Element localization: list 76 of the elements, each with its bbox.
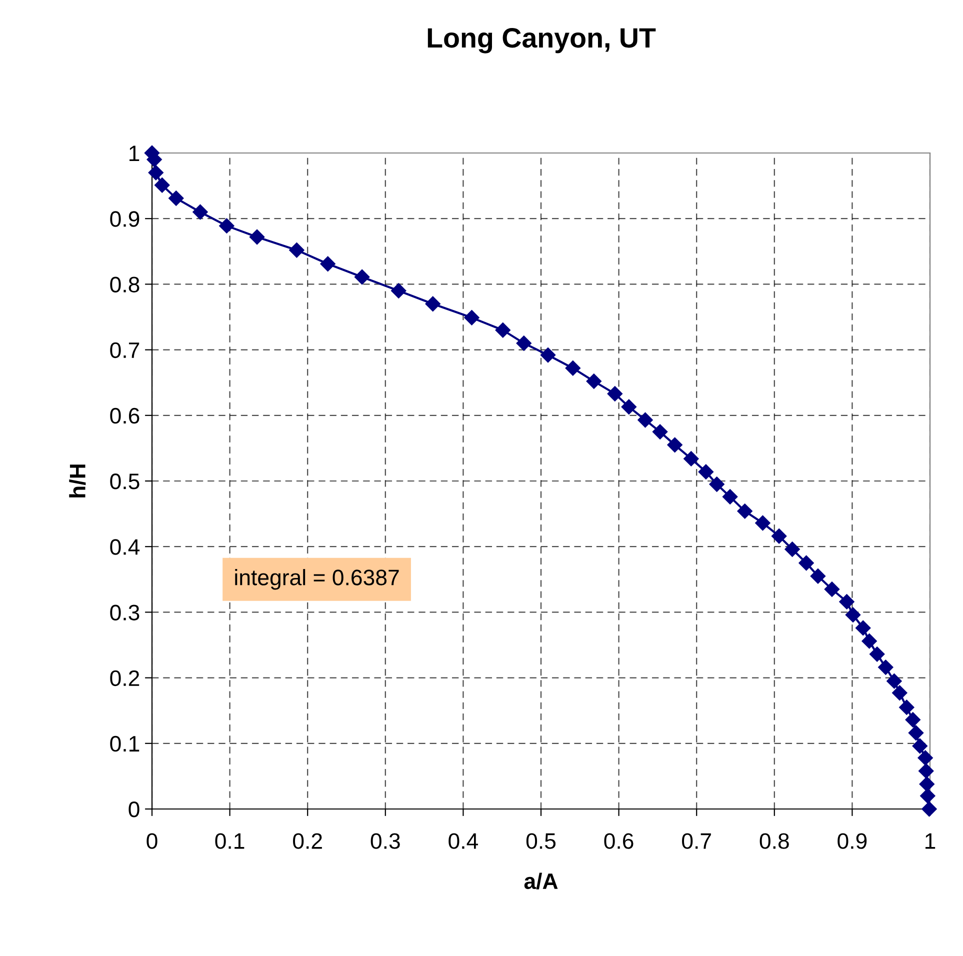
point: [391, 283, 406, 298]
point: [684, 451, 699, 466]
point: [824, 582, 840, 597]
chart-title: Long Canyon, UT: [428, 28, 656, 54]
point: [737, 504, 752, 519]
point: [698, 464, 714, 480]
point: [638, 412, 653, 428]
y-tick-label: 0.2: [110, 670, 140, 686]
y-tick-label: 0.5: [110, 474, 140, 490]
y-axis-title: h/H: [69, 464, 86, 498]
point: [516, 336, 532, 351]
point: [912, 738, 928, 754]
point: [755, 515, 770, 531]
point: [586, 374, 602, 389]
x-tick-label: 0.6: [604, 833, 634, 849]
point: [908, 725, 924, 740]
point: [621, 399, 636, 414]
point: [219, 218, 234, 234]
point: [905, 712, 920, 728]
point: [709, 476, 724, 492]
point: [856, 620, 871, 636]
x-tick-label: 0.5: [526, 833, 556, 849]
point: [464, 310, 480, 326]
x-tick-label: 0.3: [370, 833, 400, 849]
point: [607, 386, 622, 402]
y-tick-label: 0: [128, 802, 140, 818]
point: [320, 256, 336, 272]
y-tick-label: 0.1: [110, 736, 140, 752]
point: [810, 568, 826, 584]
point: [148, 165, 164, 180]
point: [772, 528, 787, 544]
annotation: integral = 0.6387: [235, 569, 399, 590]
y-tick-label: 0.7: [110, 342, 140, 358]
point: [845, 607, 861, 622]
y-tick-label: 1: [130, 146, 140, 162]
point: [168, 190, 184, 206]
point: [899, 700, 914, 715]
x-tick-label: 0.7: [682, 833, 711, 849]
point: [425, 296, 440, 312]
x-tick-label: 0.2: [293, 833, 322, 849]
point: [249, 229, 265, 245]
point: [870, 646, 885, 662]
point: [784, 542, 800, 557]
point: [918, 750, 933, 766]
point: [540, 347, 556, 363]
point: [839, 594, 854, 610]
y-tick-label: 0.8: [110, 276, 140, 292]
point: [862, 633, 877, 649]
x-tick-label: 1: [926, 833, 936, 849]
y-tick-label: 0.6: [110, 408, 140, 424]
point: [920, 788, 936, 804]
point: [878, 660, 894, 675]
point: [892, 685, 908, 700]
point: [667, 437, 682, 452]
point: [354, 269, 370, 285]
y-tick-label: 0.9: [110, 211, 140, 227]
point: [652, 424, 668, 440]
x-axis-title: a/A: [524, 872, 558, 890]
point: [154, 178, 170, 193]
point: [919, 776, 934, 792]
point: [722, 489, 738, 504]
x-tick-label: 0.4: [448, 833, 478, 849]
point: [495, 322, 510, 338]
y-tick-label: 0.3: [110, 604, 140, 620]
x-tick-label: 0.8: [760, 833, 789, 849]
point: [565, 360, 580, 376]
point: [922, 801, 937, 817]
x-tick-label: 0.9: [838, 833, 867, 849]
y-tick-label: 0.4: [110, 539, 140, 555]
x-tick-label: 0: [146, 833, 158, 849]
point: [289, 242, 304, 258]
point: [192, 204, 208, 220]
point: [798, 555, 814, 571]
x-tick-label: 0.1: [215, 833, 244, 849]
point: [918, 763, 934, 779]
point: [886, 674, 902, 689]
